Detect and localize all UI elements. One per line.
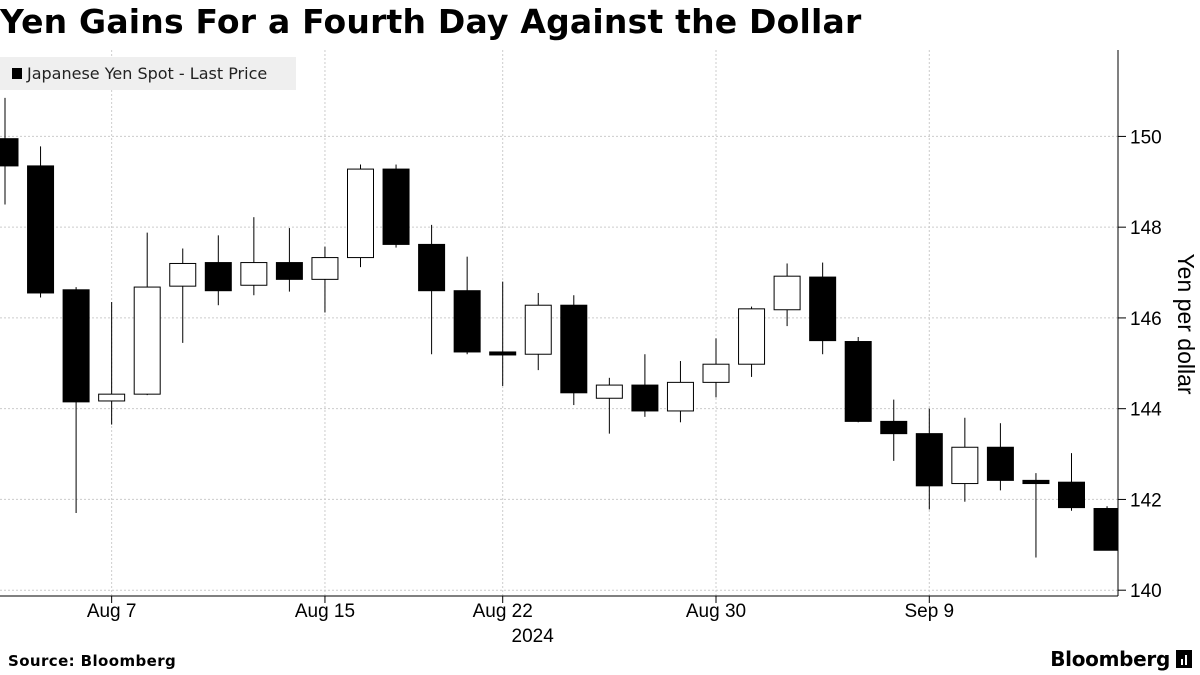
candle-body-down xyxy=(489,351,517,356)
candle xyxy=(240,217,268,296)
candle xyxy=(595,377,623,434)
candle xyxy=(1093,506,1118,551)
x-year-label: 2024 xyxy=(512,626,555,647)
candle-body-down xyxy=(986,446,1014,481)
candle xyxy=(204,235,232,306)
x-tick-label: Sep 9 xyxy=(904,601,954,622)
candle xyxy=(27,146,55,298)
candle-body-down xyxy=(631,384,659,412)
y-axis-title: Yen per dollar xyxy=(1173,253,1199,394)
candle xyxy=(418,224,446,355)
candle-body-up xyxy=(133,286,161,395)
grid-lines xyxy=(0,50,1118,596)
candle xyxy=(489,281,517,386)
candle-body-up xyxy=(702,363,730,383)
candle-body-up xyxy=(240,262,268,286)
candle xyxy=(702,338,730,398)
candle-body-down xyxy=(1022,479,1050,485)
x-tick-label: Aug 15 xyxy=(295,601,355,622)
candle xyxy=(133,232,161,396)
candle-body-down xyxy=(275,262,303,280)
candle-body-up xyxy=(98,393,126,402)
x-tick-label: Aug 22 xyxy=(473,601,533,622)
candle-body-down xyxy=(560,304,588,394)
candle-body-down xyxy=(1058,481,1085,509)
candle-body-down xyxy=(62,289,90,403)
candle xyxy=(1058,453,1085,511)
axis-labels: 140 142 144 146 148 150 Aug 7 Aug 15 Aug 22 Aug 3… xyxy=(87,127,1199,647)
brand-text: Bloomberg xyxy=(1050,647,1170,671)
candle xyxy=(631,354,659,417)
candle-body-down xyxy=(880,420,908,435)
legend-label: Japanese Yen Spot - Last Price xyxy=(27,64,268,83)
candle xyxy=(915,408,943,510)
candle-body-up xyxy=(773,275,801,311)
candle xyxy=(98,302,126,425)
candle-body-up xyxy=(595,384,623,399)
candle-body-down xyxy=(844,341,872,422)
candles xyxy=(0,97,1118,558)
chart-title: Yen Gains For a Fourth Day Against the D… xyxy=(0,2,862,41)
candle xyxy=(0,97,19,205)
x-tick-label: Aug 30 xyxy=(686,601,746,622)
candle-body-down xyxy=(809,276,837,342)
candle xyxy=(275,228,303,292)
y-tick-label: 146 xyxy=(1130,309,1162,330)
candle xyxy=(809,262,837,355)
y-tick-label: 144 xyxy=(1130,400,1162,421)
legend-swatch xyxy=(12,68,22,79)
candle xyxy=(382,164,410,248)
candle-body-down xyxy=(453,290,481,353)
axes xyxy=(0,50,1126,603)
candle-body-up xyxy=(951,446,979,485)
candle-body-up xyxy=(311,257,339,280)
candle-body-up xyxy=(347,168,374,259)
candle xyxy=(453,256,481,355)
candle xyxy=(1022,473,1050,558)
candle xyxy=(738,306,766,377)
candle-body-up xyxy=(738,308,766,365)
source-note: Source: Bloomberg xyxy=(8,652,177,670)
bloomberg-bar-icon xyxy=(1176,650,1192,668)
candle xyxy=(986,423,1014,491)
candle xyxy=(524,292,552,371)
candle xyxy=(347,164,374,268)
candle xyxy=(311,246,339,313)
candle-body-up xyxy=(169,262,197,287)
candle-body-down xyxy=(0,138,19,167)
candle xyxy=(880,399,908,461)
candle-body-down xyxy=(382,168,410,245)
brand-logo: Bloomberg xyxy=(1050,647,1192,671)
y-tick-label: 148 xyxy=(1130,218,1162,239)
legend: Japanese Yen Spot - Last Price xyxy=(0,57,296,90)
candle xyxy=(169,248,197,343)
y-tick-label: 140 xyxy=(1130,581,1162,602)
candle-body-down xyxy=(418,243,446,292)
candle xyxy=(773,263,801,327)
candle-body-up xyxy=(524,304,552,355)
candle xyxy=(62,287,90,514)
y-tick-label: 142 xyxy=(1130,490,1162,511)
y-tick-label: 150 xyxy=(1130,127,1162,148)
candle-body-down xyxy=(915,433,943,487)
candle-body-down xyxy=(27,165,55,294)
candle xyxy=(560,295,588,406)
candle-body-down xyxy=(1093,508,1118,551)
x-tick-label: Aug 7 xyxy=(87,601,137,622)
candle xyxy=(666,361,694,423)
candle xyxy=(951,417,979,502)
candle-body-up xyxy=(666,381,694,412)
candle-body-down xyxy=(204,262,232,292)
candle xyxy=(844,336,872,423)
